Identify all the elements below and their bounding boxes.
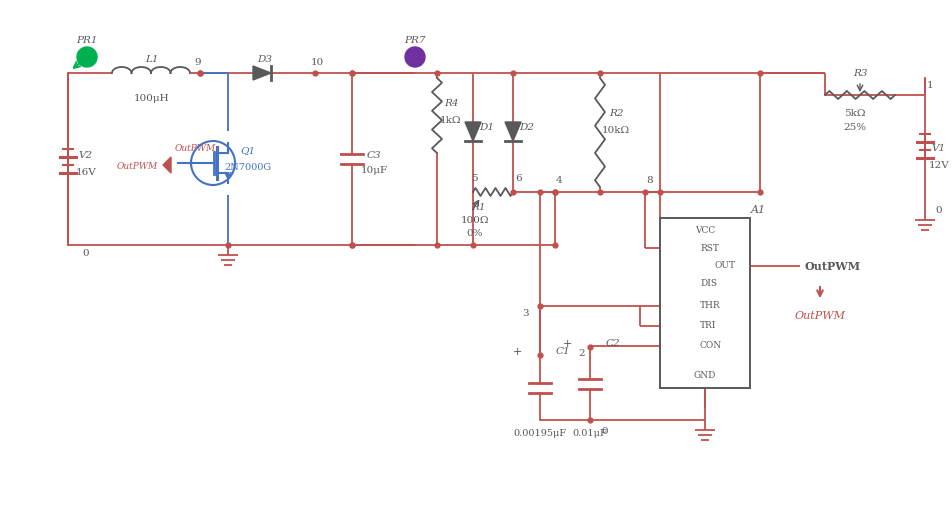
Polygon shape (252, 66, 270, 80)
Circle shape (405, 47, 425, 67)
Text: 9: 9 (194, 58, 201, 67)
Text: V2: V2 (79, 151, 93, 159)
Text: C2: C2 (605, 340, 620, 349)
Text: 25%: 25% (843, 123, 865, 131)
Text: 16V: 16V (75, 167, 96, 177)
Text: 5kΩ: 5kΩ (843, 108, 864, 118)
Text: OUT: OUT (714, 262, 735, 270)
Text: D1: D1 (479, 123, 494, 131)
Text: GND: GND (693, 372, 716, 381)
Text: 12V: 12V (927, 160, 948, 169)
Text: 5: 5 (470, 174, 477, 183)
Polygon shape (465, 122, 481, 141)
Text: 7: 7 (83, 58, 89, 67)
Text: 0: 0 (935, 206, 942, 214)
Polygon shape (163, 157, 170, 173)
Text: RST: RST (700, 243, 718, 252)
Text: DIS: DIS (700, 279, 716, 289)
Text: 1kΩ: 1kΩ (440, 116, 462, 125)
Text: VCC: VCC (694, 225, 714, 235)
Text: Q1: Q1 (240, 147, 255, 156)
Text: VA: VA (409, 53, 420, 61)
Text: 1: 1 (925, 80, 932, 90)
Text: OutPWM: OutPWM (175, 144, 216, 153)
Text: OutPWM: OutPWM (794, 311, 844, 321)
Text: TRI: TRI (700, 322, 716, 330)
Text: 2: 2 (578, 350, 585, 358)
Text: PR7: PR7 (404, 36, 426, 44)
Text: 8: 8 (646, 176, 653, 184)
Text: 0: 0 (601, 428, 607, 437)
Text: OutPWM: OutPWM (804, 261, 861, 271)
Text: R1: R1 (470, 203, 485, 212)
Text: +: + (562, 339, 571, 349)
Text: R3: R3 (852, 69, 866, 77)
Text: VA: VA (81, 53, 92, 61)
Text: C3: C3 (367, 151, 381, 159)
Text: OutPWM: OutPWM (117, 161, 158, 171)
Text: R2: R2 (608, 108, 623, 118)
Text: 10μF: 10μF (360, 165, 387, 175)
Circle shape (77, 47, 97, 67)
Text: 100Ω: 100Ω (460, 215, 488, 224)
Text: CON: CON (700, 342, 722, 351)
Text: D3: D3 (257, 54, 272, 64)
Text: 10kΩ: 10kΩ (602, 126, 629, 134)
Text: 3: 3 (522, 309, 528, 319)
Text: THR: THR (700, 301, 720, 310)
FancyBboxPatch shape (660, 218, 749, 388)
Text: 6: 6 (514, 174, 521, 183)
Text: R4: R4 (444, 99, 458, 107)
Text: +: + (512, 347, 522, 357)
Text: D2: D2 (519, 123, 534, 131)
Text: V1: V1 (931, 144, 945, 153)
Text: 4: 4 (555, 176, 562, 184)
Text: PR1: PR1 (76, 36, 98, 44)
Text: 0: 0 (83, 248, 89, 258)
Text: A1: A1 (749, 205, 764, 215)
Text: C1: C1 (555, 348, 570, 356)
Text: L1: L1 (145, 54, 159, 64)
Text: 2N7000G: 2N7000G (225, 162, 271, 172)
Text: 10: 10 (310, 58, 324, 67)
Text: 0%: 0% (466, 229, 483, 238)
Polygon shape (505, 122, 521, 141)
Text: 0.00195μF: 0.00195μF (513, 429, 566, 438)
Text: 0.01μF: 0.01μF (572, 429, 606, 438)
Text: 100μH: 100μH (134, 94, 169, 102)
